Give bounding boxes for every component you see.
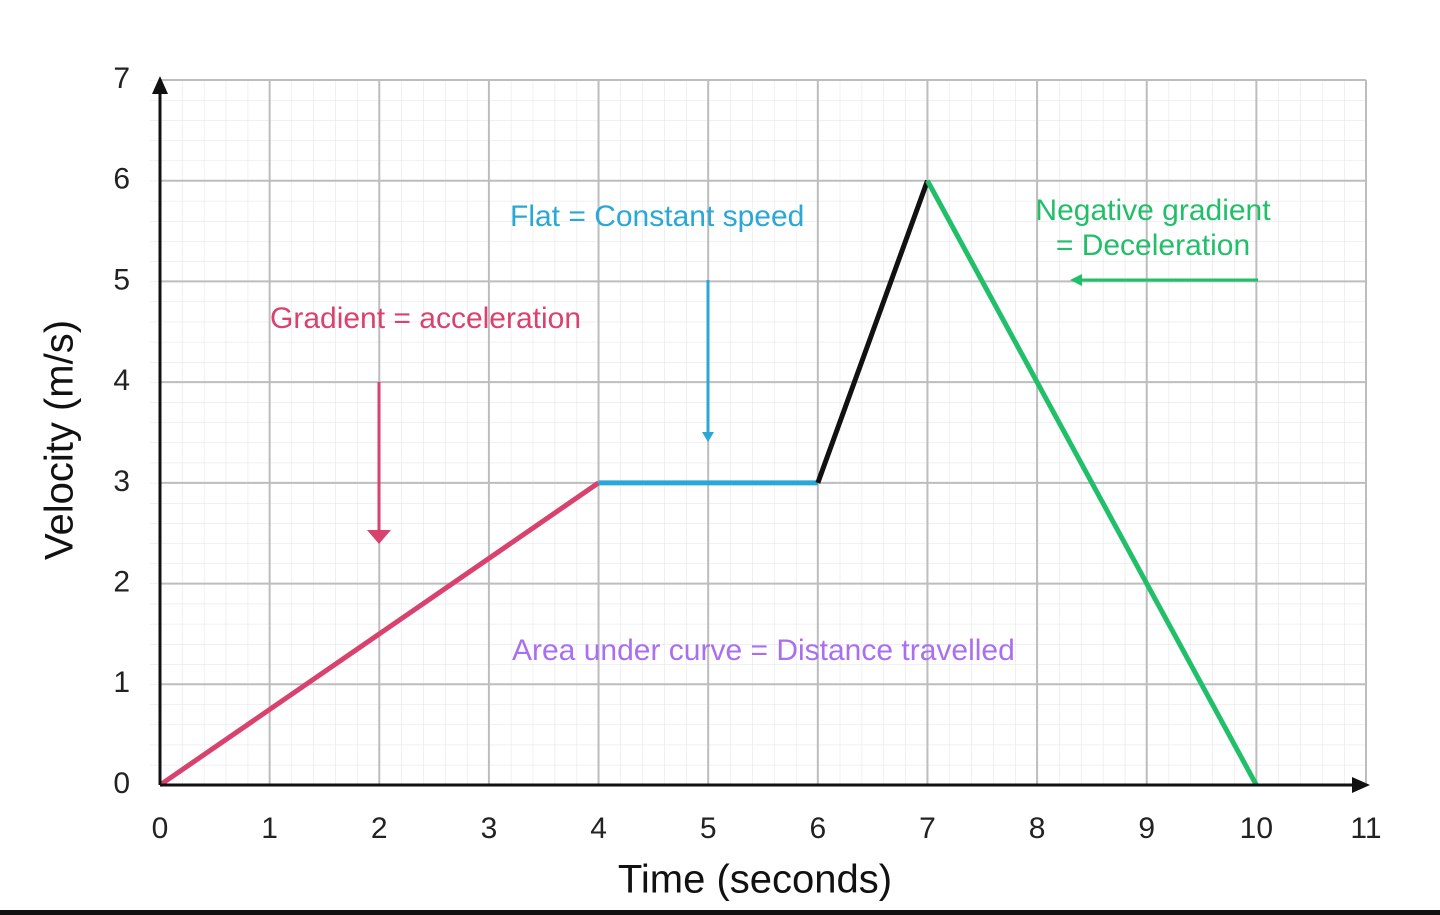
annotation: = Deceleration — [1056, 229, 1250, 262]
x-tick-label: 7 — [919, 812, 936, 845]
annotation-arrows — [367, 274, 1258, 544]
y-tick-label: 5 — [113, 263, 130, 296]
line-segment — [158, 480, 600, 788]
y-axis-arrow — [152, 76, 168, 94]
annotation: Area under curve = Distance travelled — [512, 634, 1015, 667]
x-tick-label: 6 — [809, 812, 826, 845]
x-axis-title: Time (seconds) — [618, 858, 892, 902]
annotation: Negative gradient — [1035, 194, 1271, 227]
y-tick-label: 3 — [113, 465, 130, 498]
x-tick-label: 8 — [1029, 812, 1046, 845]
y-tick-label: 4 — [113, 364, 130, 397]
y-axis-title: Velocity (m/s) — [38, 320, 82, 560]
y-tick-label: 6 — [113, 163, 130, 196]
x-tick-label: 9 — [1138, 812, 1155, 845]
x-tick-label: 5 — [700, 812, 717, 845]
arrow-head — [367, 530, 391, 544]
y-tick-label: 0 — [113, 767, 130, 800]
y-tick-label: 2 — [113, 565, 130, 598]
arrow-head — [1070, 274, 1082, 286]
x-tick-label: 4 — [590, 812, 607, 845]
x-tick-label: 1 — [261, 812, 278, 845]
line-segment — [815, 179, 930, 484]
x-tick-label: 2 — [371, 812, 388, 845]
y-tick-label: 1 — [113, 666, 130, 699]
line-segment — [925, 179, 1259, 787]
x-tick-label: 10 — [1240, 812, 1273, 845]
minor-grid — [150, 80, 1366, 785]
y-tick-label: 7 — [113, 62, 130, 95]
bottom-border — [0, 910, 1440, 915]
annotation: Gradient = acceleration — [270, 302, 581, 335]
arrow-head — [702, 432, 714, 442]
x-tick-label: 3 — [481, 812, 498, 845]
annotation: Flat = Constant speed — [510, 200, 804, 233]
x-axis-arrow — [1352, 777, 1370, 793]
x-tick-label: 11 — [1350, 812, 1381, 845]
x-tick-label: 0 — [152, 812, 169, 845]
